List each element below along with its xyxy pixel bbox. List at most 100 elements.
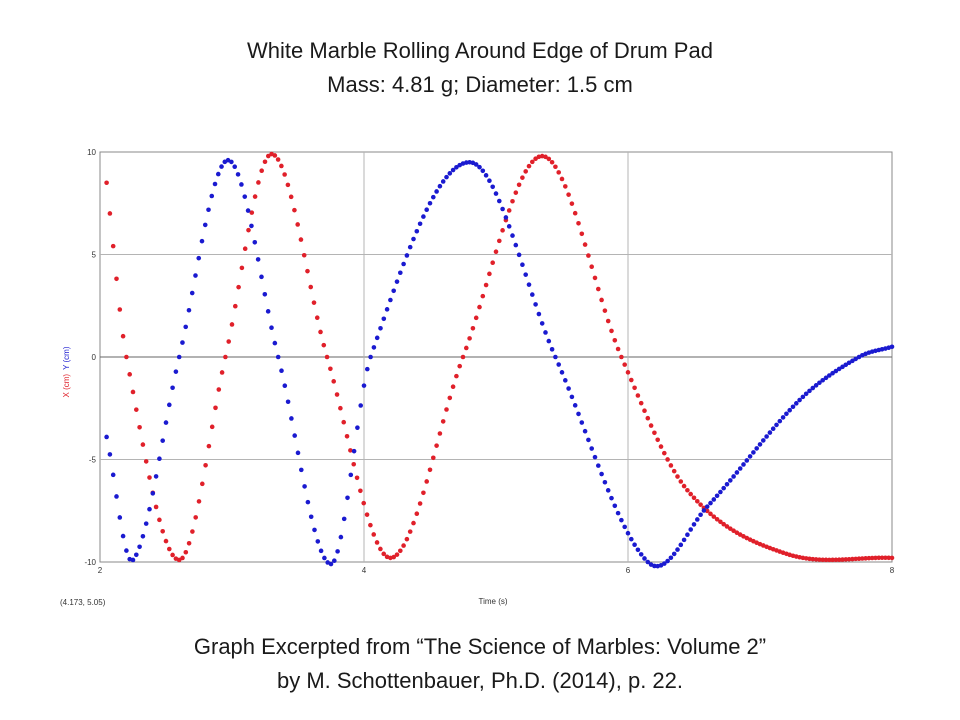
data-point — [167, 402, 172, 408]
data-point — [368, 522, 373, 528]
data-point — [180, 340, 185, 345]
data-point — [203, 462, 208, 468]
data-point — [213, 405, 218, 411]
y-tick-label: -10 — [84, 558, 96, 567]
data-point — [549, 159, 555, 165]
data-point — [662, 561, 667, 566]
data-point — [242, 246, 248, 252]
data-point — [708, 500, 713, 506]
data-point — [404, 536, 410, 542]
data-point — [536, 311, 542, 317]
data-point — [807, 388, 812, 394]
data-point — [183, 549, 189, 555]
data-point — [348, 472, 354, 478]
data-point — [751, 450, 756, 455]
data-point — [718, 489, 723, 495]
data-point — [196, 255, 202, 261]
data-point — [450, 384, 456, 390]
data-point — [167, 546, 172, 552]
data-point — [256, 180, 261, 185]
data-point — [173, 369, 179, 374]
data-point — [810, 556, 816, 562]
data-point — [579, 420, 585, 425]
data-point — [285, 399, 291, 405]
data-point — [516, 182, 522, 188]
data-point — [473, 315, 479, 321]
data-point — [265, 309, 271, 314]
data-point — [388, 297, 393, 303]
data-point — [219, 164, 224, 169]
data-point — [371, 345, 377, 350]
data-point — [625, 530, 631, 536]
data-point — [226, 339, 231, 344]
chart-title: White Marble Rolling Around Edge of Drum… — [247, 38, 713, 63]
data-point — [546, 338, 552, 344]
data-point — [619, 517, 624, 523]
data-point — [124, 354, 129, 360]
data-point — [470, 326, 476, 331]
data-point — [477, 164, 482, 170]
data-point — [840, 364, 845, 370]
data-point — [242, 194, 248, 199]
data-point — [605, 318, 611, 324]
data-point — [718, 519, 723, 525]
chart-series — [104, 151, 895, 569]
data-point — [186, 307, 192, 313]
data-point — [622, 362, 627, 367]
data-point — [368, 354, 373, 360]
data-point — [741, 462, 746, 467]
data-point — [556, 170, 561, 175]
data-point — [104, 434, 109, 440]
data-point — [209, 424, 215, 430]
y-tick-label: 5 — [92, 251, 97, 260]
data-point — [215, 171, 221, 177]
data-point — [576, 220, 581, 226]
data-point — [431, 194, 436, 200]
data-point — [249, 210, 255, 215]
data-point — [609, 495, 614, 501]
data-point — [629, 536, 634, 542]
data-point — [817, 380, 822, 386]
data-point — [728, 478, 733, 483]
caption-line-1: Graph Excerpted from “The Science of Mar… — [193, 634, 767, 659]
data-point — [757, 442, 763, 447]
y-tick-label: 10 — [87, 148, 96, 157]
data-point — [638, 552, 644, 557]
data-point — [147, 506, 152, 512]
data-point — [219, 370, 225, 375]
data-point — [134, 552, 139, 558]
data-point — [609, 328, 614, 334]
data-point — [662, 450, 667, 456]
data-point — [252, 194, 258, 199]
data-point — [520, 262, 525, 267]
data-point — [566, 192, 571, 197]
data-point — [239, 182, 244, 187]
data-point — [120, 533, 126, 539]
data-point — [292, 433, 298, 438]
data-point — [206, 443, 212, 449]
data-point — [232, 164, 238, 170]
data-point — [744, 458, 750, 463]
data-point — [454, 373, 459, 379]
data-point — [579, 231, 585, 237]
data-point — [701, 508, 707, 513]
data-point — [398, 548, 403, 554]
data-point — [487, 271, 492, 277]
data-point — [767, 430, 773, 435]
data-point — [229, 159, 234, 165]
data-point — [130, 389, 136, 395]
data-point — [866, 555, 872, 561]
data-point — [407, 529, 413, 534]
data-point — [235, 172, 241, 177]
data-point — [827, 373, 832, 378]
data-point — [523, 169, 528, 174]
data-point — [117, 515, 123, 520]
data-point — [212, 181, 218, 187]
data-point — [516, 252, 522, 258]
data-point — [434, 443, 439, 448]
data-point — [477, 304, 482, 310]
data-point — [497, 238, 502, 244]
data-point — [324, 354, 330, 360]
data-point — [493, 191, 499, 196]
data-point — [259, 168, 265, 173]
